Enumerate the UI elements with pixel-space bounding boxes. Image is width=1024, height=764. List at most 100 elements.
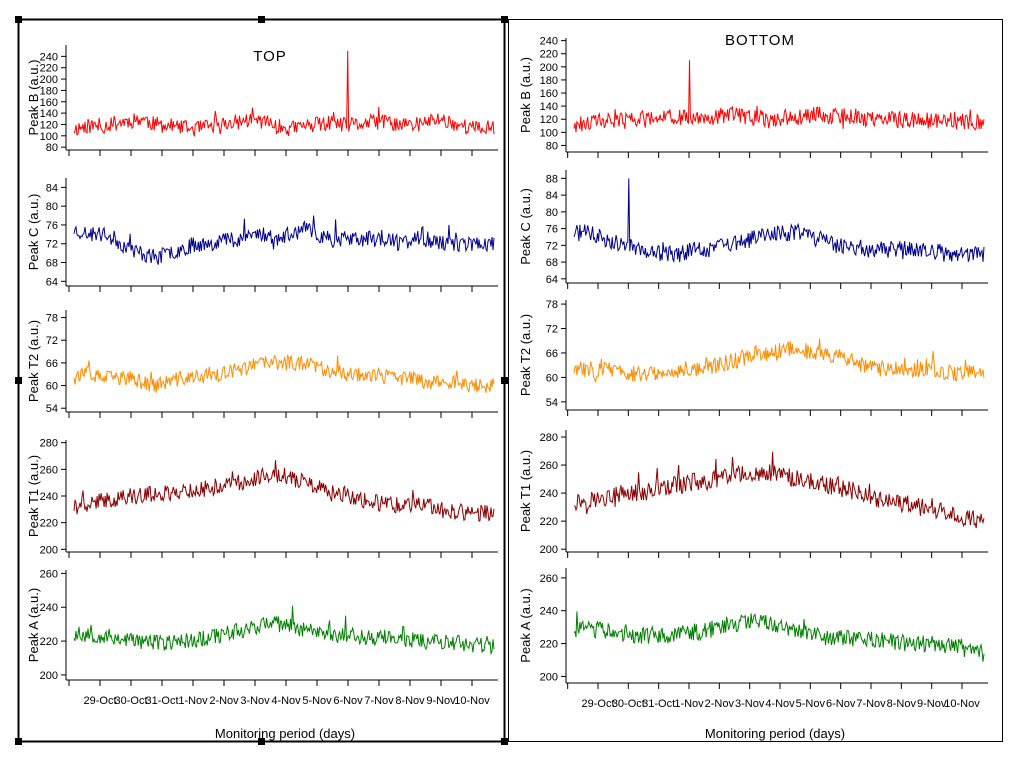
series-line <box>73 50 495 137</box>
y-tick-label: 64 <box>546 274 558 286</box>
x-tick-label: 4-Nov <box>271 695 301 707</box>
series-line <box>573 178 985 264</box>
y-axis-title: Peak B (a.u.) <box>518 57 533 133</box>
y-axis-title: Peak C (a.u.) <box>518 188 533 265</box>
y-axis-title: Peak B (a.u.) <box>26 60 41 136</box>
series-line <box>73 460 495 523</box>
y-tick-label: 200 <box>40 670 58 682</box>
y-tick-label: 240 <box>540 606 558 618</box>
y-tick-label: 66 <box>46 358 58 370</box>
series-line <box>573 611 985 662</box>
y-tick-label: 66 <box>546 348 558 360</box>
y-tick-label: 220 <box>540 516 558 528</box>
y-tick-label: 220 <box>540 49 558 61</box>
x-tick-label: 3-Nov <box>735 698 765 710</box>
x-tick-label: 7-Nov <box>856 698 886 710</box>
subplot-bottom-2: 64 68 72 76 80 84 88 Peak C (a.u.) <box>518 170 988 289</box>
y-tick-label: 140 <box>40 108 58 120</box>
y-tick-label: 280 <box>40 438 58 450</box>
x-tick-label: 9-Nov <box>917 698 947 710</box>
y-tick-label: 80 <box>546 140 558 152</box>
y-tick-label: 76 <box>46 220 58 232</box>
x-tick-label: 5-Nov <box>302 695 332 707</box>
x-tick-label: 6-Nov <box>826 698 856 710</box>
y-tick-label: 240 <box>40 491 58 503</box>
x-tick-label: 2-Nov <box>705 698 735 710</box>
y-tick-label: 200 <box>540 62 558 74</box>
y-tick-label: 78 <box>546 299 558 311</box>
y-tick-label: 160 <box>540 88 558 100</box>
x-tick-label: 6-Nov <box>333 695 363 707</box>
x-tick-label: 10-Nov <box>454 695 490 707</box>
y-axis-title: Peak A (a.u.) <box>518 588 533 662</box>
series-line <box>73 354 495 393</box>
y-tick-label: 220 <box>540 639 558 651</box>
x-tick-label: 2-Nov <box>209 695 239 707</box>
x-tick-label: 10-Nov <box>944 698 980 710</box>
y-axis-title: Peak T2 (a.u.) <box>26 320 41 402</box>
y-tick-label: 100 <box>40 131 58 143</box>
x-tick-label: 1-Nov <box>674 698 704 710</box>
y-tick-label: 160 <box>40 97 58 109</box>
y-tick-label: 240 <box>540 36 558 48</box>
y-tick-label: 200 <box>540 544 558 556</box>
y-tick-label: 80 <box>46 201 58 213</box>
y-tick-label: 260 <box>540 573 558 585</box>
y-tick-label: 54 <box>46 403 58 415</box>
y-tick-label: 260 <box>40 568 58 580</box>
y-tick-label: 84 <box>546 190 558 202</box>
y-axis-title: Peak T1 (a.u.) <box>518 450 533 532</box>
subplot-bottom-5: 200 220 240 260 Peak A (a.u.) 29-Oct30-Oct31-… <box>518 568 988 710</box>
y-tick-label: 180 <box>540 75 558 87</box>
x-tick-label: 4-Nov <box>765 698 795 710</box>
y-axis-title: Peak C (a.u.) <box>26 194 41 271</box>
y-tick-label: 240 <box>540 488 558 500</box>
y-tick-label: 60 <box>546 372 558 384</box>
series-line <box>573 60 985 133</box>
y-tick-label: 80 <box>46 142 58 154</box>
y-tick-label: 72 <box>46 239 58 251</box>
y-tick-label: 240 <box>40 51 58 63</box>
y-tick-label: 88 <box>546 173 558 185</box>
y-tick-label: 120 <box>40 119 58 131</box>
selection-handles[interactable] <box>15 16 508 745</box>
series-line <box>573 338 985 383</box>
y-tick-label: 220 <box>40 518 58 530</box>
x-axis-title-top: Monitoring period (days) <box>215 726 355 741</box>
x-tick-label: 8-Nov <box>887 698 917 710</box>
subplot-top-4: 200 220 240 260 280 Peak T1 (a.u.) <box>26 438 498 558</box>
y-tick-label: 72 <box>546 240 558 252</box>
subplot-bottom-4: 200 220 240 260 280 Peak T1 (a.u.) <box>518 430 988 558</box>
y-tick-label: 240 <box>40 602 58 614</box>
y-tick-label: 180 <box>40 85 58 97</box>
y-tick-label: 200 <box>40 74 58 86</box>
subplot-top-3: 54 60 66 72 78 Peak T2 (a.u.) <box>26 310 498 418</box>
x-tick-label: 29-Oct <box>83 695 116 707</box>
series-line <box>573 451 985 529</box>
x-tick-label: 1-Nov <box>178 695 208 707</box>
y-tick-label: 200 <box>540 671 558 683</box>
panel-frame-bottom <box>508 19 1003 742</box>
y-tick-label: 64 <box>46 276 58 288</box>
x-tick-label: 29-Oct <box>581 698 614 710</box>
subplot-top-5: 200 220 240 260 Peak A (a.u.) 29-Oct30-Oct31-… <box>26 568 498 707</box>
y-tick-label: 200 <box>40 544 58 556</box>
y-tick-label: 68 <box>546 257 558 269</box>
panel-title-top: TOP <box>253 48 287 65</box>
y-tick-label: 72 <box>546 324 558 336</box>
y-axis-title: Peak A (a.u.) <box>26 588 41 662</box>
y-axis-title: Peak T1 (a.u.) <box>26 455 41 537</box>
y-tick-label: 84 <box>46 182 58 194</box>
x-tick-label: 30-Oct <box>114 695 147 707</box>
x-tick-label: 3-Nov <box>240 695 270 707</box>
x-tick-label: 7-Nov <box>364 695 394 707</box>
x-tick-label: 8-Nov <box>395 695 425 707</box>
x-tick-label: 9-Nov <box>426 695 456 707</box>
y-tick-label: 78 <box>46 313 58 325</box>
y-axis-title: Peak T2 (a.u.) <box>518 314 533 396</box>
y-tick-label: 68 <box>46 258 58 270</box>
y-tick-label: 260 <box>40 464 58 476</box>
subplot-bottom-3: 54 60 66 72 78 Peak T2 (a.u.) <box>518 299 988 416</box>
